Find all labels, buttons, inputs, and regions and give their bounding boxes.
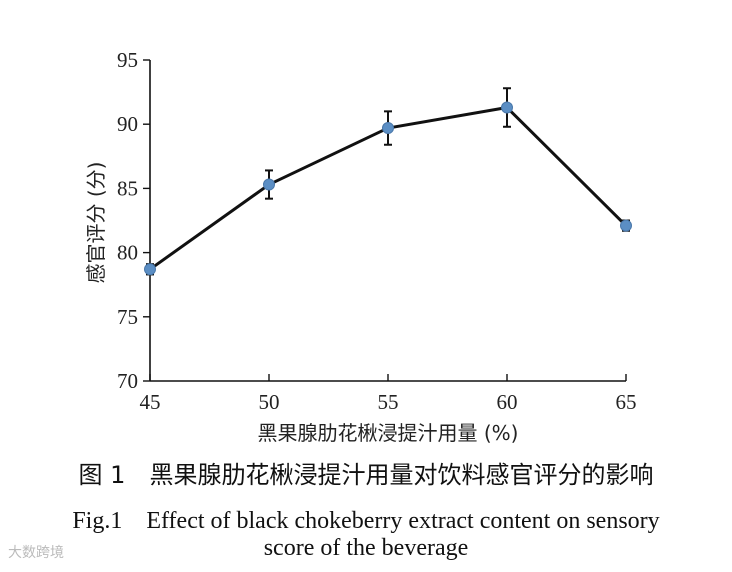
- x-tick-label: 45: [140, 390, 161, 414]
- data-point: [144, 263, 156, 276]
- y-tick-label: 80: [117, 241, 138, 265]
- series: [144, 87, 632, 276]
- x-axis-title: 黑果腺肋花楸浸提汁用量 (%): [258, 421, 519, 445]
- data-point: [501, 101, 513, 114]
- figure-caption-english-line-1: Fig.1 Effect of black chokeberry extract…: [72, 508, 660, 534]
- y-tick-label: 70: [117, 369, 138, 393]
- y-tick-label: 75: [117, 305, 138, 329]
- y-axis-title: 感官评分 (分): [84, 162, 108, 284]
- figure-caption-english-line-2: score of the beverage: [263, 535, 469, 561]
- x-axis: 45 50 55 60 65: [140, 374, 637, 414]
- watermark-logo: 大数跨境: [8, 545, 64, 561]
- data-point: [263, 178, 275, 191]
- x-tick-label: 65: [616, 390, 637, 414]
- y-tick-label: 85: [117, 176, 138, 200]
- y-tick-label: 90: [117, 112, 138, 136]
- x-tick-label: 55: [378, 390, 399, 414]
- data-point: [382, 122, 394, 135]
- y-axis: 70 75 80 85 90 95: [117, 48, 151, 393]
- x-tick-label: 50: [259, 390, 280, 414]
- y-tick-label: 95: [117, 48, 138, 72]
- data-point: [620, 219, 632, 232]
- x-tick-label: 60: [497, 390, 518, 414]
- figure-caption-chinese: 图 1 黑果腺肋花楸浸提汁用量对饮料感官评分的影响: [78, 461, 654, 489]
